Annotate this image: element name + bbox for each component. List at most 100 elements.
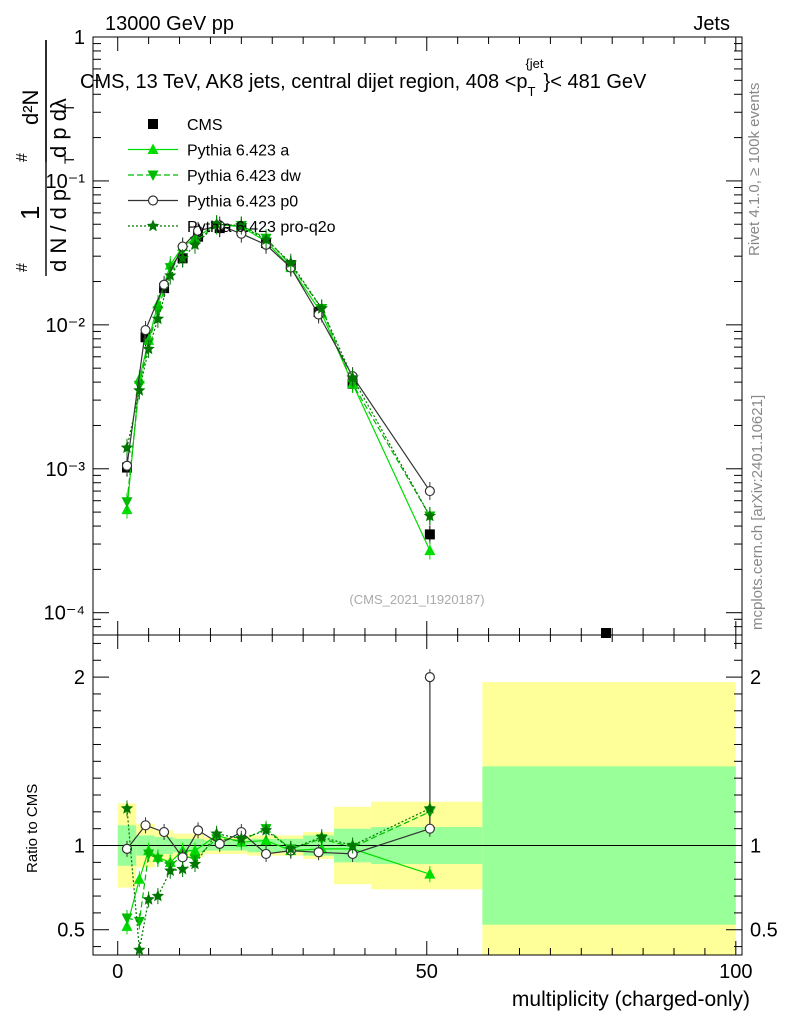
- series-line-pythia-6-423-p0: [126, 224, 431, 492]
- legend-label-pythia-6-423-a: Pythia 6.423 a: [187, 143, 289, 160]
- ratio-point-pythia-6-423-pro-q2o: [133, 943, 146, 956]
- rivet-version-label: Rivet 4.1.0, ≥ 100k events: [746, 82, 763, 256]
- ratio-point-pythia-6-423-dw: [143, 849, 155, 860]
- axes: 0 50 100 1 10⁻¹ 10⁻² 10⁻³ 10⁻⁴ 0.5 0.5 1 1 2 2: [44, 27, 778, 983]
- series-line-pythia-6-423-pro-q2o: [126, 223, 431, 517]
- data-point-pythia-6-423-pro-q2o: [142, 342, 155, 355]
- ratio-point-pythia-6-423-pro-q2o: [210, 827, 223, 839]
- mcplots-label: mcplots.cern.ch [arXiv:2401.10621]: [749, 394, 766, 630]
- data-point-pythia-6-423-pro-q2o: [284, 256, 297, 268]
- legend: CMS Pythia 6.423 a Pythia 6.423 dw Pythia 6…: [128, 117, 336, 236]
- x-tick-label-0: 0: [112, 961, 123, 983]
- ratio-tick-label-left: 1: [74, 836, 85, 858]
- data-point-pythia-6-423-pro-q2o: [133, 384, 146, 396]
- x-tick-label-50: 50: [416, 961, 438, 983]
- legend-marker-pythia-6-423-pro-q2o: [146, 219, 160, 232]
- ratio-point-pythia-6-423-pro-q2o: [423, 802, 436, 814]
- ratio-point-pythia-6-423-pro-q2o: [151, 889, 165, 902]
- ratio-point-pythia-6-423-p0: [260, 848, 272, 860]
- chart-title: CMS, 13 TeV, AK8 jets, central dijet reg…: [80, 56, 647, 99]
- data-point-cms: [424, 529, 435, 540]
- ratio-point-pythia-6-423-p0: [192, 825, 204, 836]
- svg-text:#: #: [14, 153, 31, 162]
- header-left: 13000 GeV pp: [105, 13, 234, 35]
- ratio-point-pythia-6-423-dw: [152, 854, 164, 865]
- data-point-pythia-6-423-pro-q2o: [164, 269, 177, 281]
- data-point-pythia-6-423-p0: [158, 279, 170, 290]
- ratio-point-pythia-6-423-pro-q2o: [120, 802, 134, 814]
- ratio-point-pythia-6-423-p0: [313, 847, 324, 858]
- ratio-tick-label-right: 0.5: [750, 920, 778, 942]
- data-point-pythia-6-423-pro-q2o: [151, 312, 165, 325]
- ratio-uncertainty-bands: [117, 682, 736, 955]
- ratio-point-pythia-6-423-p0: [121, 843, 133, 854]
- ratio-point-pythia-6-423-p0: [158, 826, 170, 838]
- ratio-point-pythia-6-423-p0: [424, 672, 435, 683]
- data-point-cms: [601, 628, 612, 638]
- ratio-point-pythia-6-423-pro-q2o: [176, 862, 189, 875]
- svg-text:d p dλ: d p dλ: [46, 98, 71, 158]
- data-point-pythia-6-423-pro-q2o: [120, 441, 134, 453]
- ratio-point-pythia-6-423-a: [424, 868, 436, 879]
- ratio-point-pythia-6-423-p0: [424, 823, 435, 834]
- ratio-point-pythia-6-423-dw: [121, 913, 133, 924]
- data-point-pythia-6-423-pro-q2o: [188, 238, 202, 250]
- data-point-pythia-6-423-p0: [121, 460, 133, 471]
- data-point-pythia-6-423-pro-q2o: [315, 302, 328, 314]
- svg-text:#: #: [14, 263, 31, 272]
- ratio-point-pythia-6-423-p0: [177, 852, 188, 863]
- data-point-pythia-6-423-pro-q2o: [176, 251, 189, 264]
- ratio-point-pythia-6-423-pro-q2o: [315, 830, 328, 843]
- ratio-tick-label-left: 0.5: [57, 920, 85, 942]
- data-point-pythia-6-423-pro-q2o: [259, 233, 273, 245]
- main-series: [120, 215, 612, 638]
- data-point-pythia-6-423-pro-q2o: [346, 371, 359, 383]
- ratio-point-pythia-6-423-dw: [133, 916, 145, 928]
- ratio-point-pythia-6-423-pro-q2o: [235, 832, 248, 844]
- svg-text:d N / d p: d N / d p: [46, 189, 71, 272]
- x-axis-label: multiplicity (charged-only): [512, 988, 750, 1011]
- ratio-y-label: Ratio to CMS: [24, 784, 41, 873]
- ratio-point-pythia-6-423-pro-q2o: [346, 839, 359, 851]
- series-line-pythia-6-423-a: [126, 223, 431, 551]
- y-tick-label: 10⁻²: [46, 315, 86, 337]
- y-axis-label: # 1 d N / d p T # d²N d p dλ T: [14, 40, 77, 276]
- ratio-point-pythia-6-423-pro-q2o: [164, 864, 177, 876]
- data-point-pythia-6-423-p0: [424, 485, 435, 497]
- legend-label-pythia-6-423-dw: Pythia 6.423 dw: [187, 168, 301, 185]
- legend-marker-pythia-6-423-a: [147, 143, 159, 154]
- ratio-point-pythia-6-423-pro-q2o: [259, 823, 273, 836]
- svg-text:T: T: [61, 103, 77, 112]
- legend-label-pythia-6-423-pro-q2o: Pythia 6.423 pro-q2o: [187, 219, 336, 236]
- ratio-point-pythia-6-423-p0: [140, 820, 151, 831]
- legend-marker-pythia-6-423-dw: [147, 170, 159, 181]
- ratio-tick-label-right: 2: [750, 667, 761, 689]
- x-tick-label-100: 100: [719, 961, 752, 983]
- data-point-pythia-6-423-p0: [192, 225, 204, 236]
- ratio-point-pythia-6-423-pro-q2o: [188, 857, 202, 870]
- ratio-tick-label-right: 1: [750, 836, 761, 858]
- data-point-pythia-6-423-pro-q2o: [423, 509, 436, 522]
- ratio-point-pythia-6-423-a: [260, 834, 272, 845]
- data-point-pythia-6-423-pro-q2o: [235, 219, 248, 231]
- ratio-line-pythia-6-423-pro-q2o: [126, 807, 431, 951]
- header-right: Jets: [693, 13, 730, 35]
- ratio-point-pythia-6-423-pro-q2o: [142, 892, 155, 905]
- legend-label-pythia-6-423-p0: Pythia 6.423 p0: [187, 194, 298, 211]
- ratio-point-pythia-6-423-p0: [214, 838, 225, 849]
- legend-marker-cms: [148, 119, 158, 129]
- legend-marker-pythia-6-423-p0: [147, 195, 159, 206]
- data-point-pythia-6-423-p0: [140, 324, 151, 336]
- data-point-pythia-6-423-p0: [313, 309, 324, 320]
- svg-text:T: T: [61, 155, 77, 164]
- y-tick-label: 1: [74, 27, 85, 49]
- ratio-tick-label-left: 2: [74, 667, 85, 689]
- y-tick-label: 10⁻¹: [46, 171, 86, 193]
- y-tick-label: 10⁻³: [46, 459, 86, 481]
- svg-text:d²N: d²N: [18, 90, 43, 125]
- data-point-pythia-6-423-dw: [121, 497, 133, 508]
- legend-label-cms: CMS: [187, 117, 223, 134]
- svg-text:1: 1: [15, 206, 45, 220]
- ratio-point-pythia-6-423-pro-q2o: [284, 842, 297, 855]
